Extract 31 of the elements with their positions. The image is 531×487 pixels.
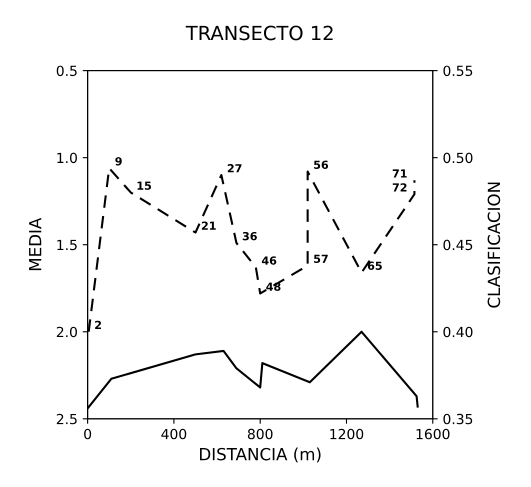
annotation: 2 <box>95 320 102 329</box>
chart-title: TRANSECTO 12 <box>186 26 333 40</box>
annotation: 36 <box>242 232 257 240</box>
y-tick-label: 2.0 <box>56 326 77 338</box>
x-tick-label: 1200 <box>330 428 364 440</box>
x-tick-label: 1600 <box>416 428 450 440</box>
x-tick-label: 0 <box>84 428 92 440</box>
y-tick-label: 0.5 <box>56 66 77 76</box>
annotation: 71 <box>392 169 407 178</box>
annotation: 27 <box>228 164 242 172</box>
y2-tick-label: 0.55 <box>443 66 472 76</box>
annotation: 57 <box>314 254 328 263</box>
annotation: 21 <box>202 222 216 230</box>
y-tick-label: 1.5 <box>57 240 77 250</box>
annotation: 56 <box>314 160 328 169</box>
x-tick-label: 400 <box>161 428 186 440</box>
y2-tick-label: 0.40 <box>443 326 472 338</box>
annotation: 65 <box>368 262 382 270</box>
y2-tick-label: 0.35 <box>443 414 472 424</box>
y-axis-title: MEDIA <box>29 218 42 270</box>
annotation: 72 <box>392 183 407 192</box>
y2-tick-label: 0.50 <box>443 152 472 164</box>
x-tick-label: 800 <box>248 428 273 440</box>
x-axis-title: DISTANCIA (m) <box>200 448 321 462</box>
y-tick-label: 1.0 <box>57 152 77 164</box>
y-tick-label: 2.5 <box>56 414 77 424</box>
y2-axis-title: CLASIFICACION <box>488 182 500 308</box>
y2-tick-label: 0.45 <box>443 240 472 250</box>
annotation: 15 <box>138 182 151 190</box>
annotation: 46 <box>262 256 276 265</box>
annotation: 9 <box>115 157 122 166</box>
